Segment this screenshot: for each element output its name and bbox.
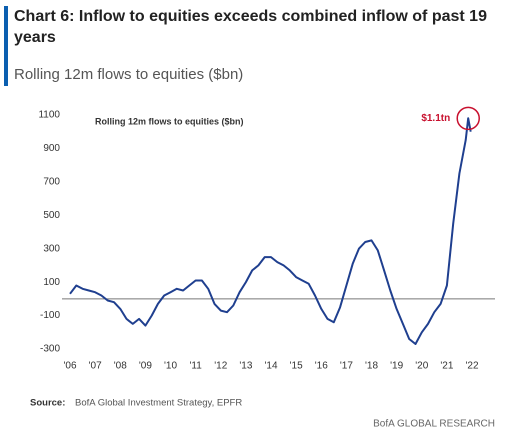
- y-tick-label: 700: [43, 176, 60, 187]
- x-tick-label: '11: [189, 361, 202, 372]
- x-tick-label: '07: [89, 361, 102, 372]
- y-tick-label: 900: [43, 143, 60, 154]
- x-tick-label: '09: [139, 361, 152, 372]
- x-tick-label: '15: [290, 361, 303, 372]
- source-label: Source:: [30, 398, 65, 409]
- x-tick-label: '16: [315, 361, 328, 372]
- y-tick-label: -300: [40, 344, 60, 355]
- x-tick-label: '12: [214, 361, 227, 372]
- y-tick-label: -100: [40, 310, 60, 321]
- annotation: $1.1tn: [421, 113, 450, 124]
- chart-title: Chart 6: Inflow to equities exceeds comb…: [14, 8, 487, 46]
- y-tick-label: 1100: [38, 110, 60, 121]
- x-tick-label: '20: [415, 361, 428, 372]
- x-tick-label: '18: [365, 361, 378, 372]
- x-tick-label: '17: [340, 361, 353, 372]
- data-line: [69, 117, 472, 345]
- x-tick-label: '22: [465, 361, 478, 372]
- source-text: BofA Global Investment Strategy, EPFR: [75, 398, 242, 409]
- x-tick-label: '13: [239, 361, 252, 372]
- x-tick-label: '10: [164, 361, 177, 372]
- x-tick-label: '21: [440, 361, 453, 372]
- y-tick-label: 500: [43, 210, 60, 221]
- x-tick-label: '14: [264, 361, 277, 372]
- annotation-circle: [456, 106, 480, 131]
- chart-subtitle: Rolling 12m flows to equities ($bn): [14, 66, 244, 83]
- accent-bar: [4, 6, 8, 86]
- footer: BofA GLOBAL RESEARCH: [373, 419, 495, 430]
- x-tick-label: '19: [390, 361, 403, 372]
- inner-title: Rolling 12m flows to equities ($bn): [95, 116, 244, 126]
- y-tick-label: 300: [43, 243, 60, 254]
- x-tick-label: '06: [63, 361, 76, 372]
- x-tick-label: '08: [114, 361, 127, 372]
- y-tick-label: 100: [43, 277, 60, 288]
